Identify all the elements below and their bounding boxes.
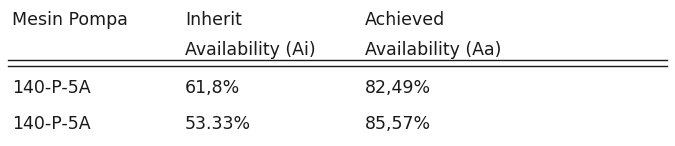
Text: 61,8%: 61,8% <box>185 79 240 97</box>
Text: 140-P-5A: 140-P-5A <box>12 79 90 97</box>
Text: 140-P-5A: 140-P-5A <box>12 115 90 133</box>
Text: Inherit: Inherit <box>185 11 242 29</box>
Text: Mesin Pompa: Mesin Pompa <box>12 11 128 29</box>
Text: Availability (Ai): Availability (Ai) <box>185 41 316 59</box>
Text: 82,49%: 82,49% <box>365 79 431 97</box>
Text: 53.33%: 53.33% <box>185 115 251 133</box>
Text: Availability (Aa): Availability (Aa) <box>365 41 502 59</box>
Text: 85,57%: 85,57% <box>365 115 431 133</box>
Text: Achieved: Achieved <box>365 11 446 29</box>
